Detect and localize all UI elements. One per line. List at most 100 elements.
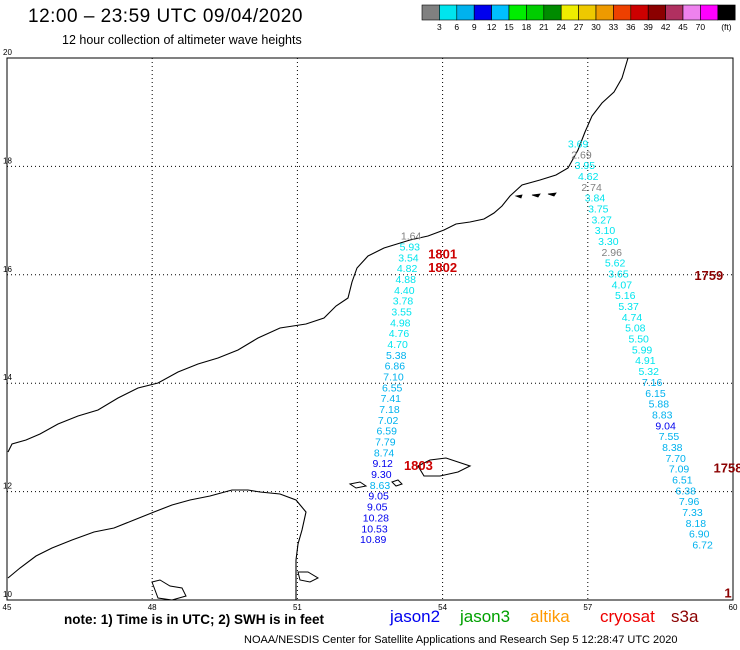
colorbar-label: 12 xyxy=(487,22,497,32)
swh-value: 6.55 xyxy=(382,382,403,394)
colorbar-label: 15 xyxy=(504,22,514,32)
colorbar-swatch xyxy=(578,4,597,21)
colorbar-swatch xyxy=(613,4,632,21)
swh-value: 4.76 xyxy=(389,328,410,340)
swh-value: 4.62 xyxy=(578,171,599,183)
x-tick-label: 45 xyxy=(3,603,12,612)
swh-value: 2.74 xyxy=(581,182,602,194)
swh-value: 9.12 xyxy=(372,458,393,470)
swh-value: 2.69 xyxy=(571,149,592,161)
swh-value: 3.30 xyxy=(598,236,619,248)
lat-lon-grid: 45 48 51 54 57 60 10 12 14 16 18 20 xyxy=(3,48,738,612)
swh-value: 3.75 xyxy=(588,203,609,215)
colorbar-label: 30 xyxy=(591,22,601,32)
swh-value: 3.54 xyxy=(398,252,419,264)
swh-value: 5.16 xyxy=(615,290,636,302)
colorbar-label: 36 xyxy=(626,22,636,32)
swh-value: 4.40 xyxy=(394,285,415,297)
swh-value: 9.30 xyxy=(371,469,392,481)
swh-value: 7.10 xyxy=(383,371,404,383)
swh-value: 10.89 xyxy=(360,534,386,546)
swh-value: 3.10 xyxy=(595,225,616,237)
y-tick-label: 14 xyxy=(3,373,12,382)
colorbar-swatch xyxy=(717,4,736,21)
swh-value: 3.95 xyxy=(575,160,596,172)
swh-value: 4.98 xyxy=(390,317,411,329)
swh-value: 5.99 xyxy=(632,344,653,356)
swh-value: 5.62 xyxy=(605,258,626,270)
x-tick-label: 57 xyxy=(583,603,592,612)
colorbar-label: 42 xyxy=(661,22,671,32)
colorbar-swatch xyxy=(473,4,492,21)
colorbar-unit: (ft) xyxy=(721,22,732,32)
y-tick-label: 20 xyxy=(3,48,12,57)
y-tick-label: 10 xyxy=(3,590,12,599)
x-tick-label: 60 xyxy=(729,603,738,612)
swh-value: 2.96 xyxy=(602,247,623,259)
x-tick-label: 48 xyxy=(148,603,157,612)
colorbar-swatch xyxy=(491,4,510,21)
swh-value: 9.04 xyxy=(655,420,676,432)
swh-value: 4.07 xyxy=(612,279,633,291)
colorbar-label: 21 xyxy=(539,22,549,32)
swh-value: 3.78 xyxy=(393,296,414,308)
colorbar-swatch xyxy=(560,4,579,21)
colorbar-swatch xyxy=(439,4,458,21)
swh-value: 5.88 xyxy=(649,399,670,411)
colorbar-legend: 3 6 9 12 15 18 21 24 27 30 33 36 39 42 45 70 (ft) xyxy=(421,4,736,32)
swh-value: 8.63 xyxy=(370,480,391,492)
swh-value: 6.15 xyxy=(645,388,666,400)
pass-label: 1802 xyxy=(428,260,457,275)
swh-value: 7.16 xyxy=(642,377,663,389)
swh-value: 3.65 xyxy=(608,269,629,281)
swh-value: 7.70 xyxy=(665,453,686,465)
colorbar-swatch xyxy=(647,4,666,21)
colorbar-label: 70 xyxy=(696,22,706,32)
colorbar-swatch xyxy=(682,4,701,21)
swh-value: 4.70 xyxy=(387,339,408,351)
x-tick-label: 54 xyxy=(438,603,447,612)
colorbar-swatch xyxy=(665,4,684,21)
swh-value: 7.55 xyxy=(659,431,680,443)
swh-value: 8.18 xyxy=(686,518,707,530)
swh-value: 8.38 xyxy=(662,442,683,454)
colorbar-label: 45 xyxy=(678,22,688,32)
y-tick-label: 16 xyxy=(3,265,12,274)
swh-value: 6.72 xyxy=(692,540,713,552)
y-tick-label: 12 xyxy=(3,482,12,491)
colorbar-label: 9 xyxy=(472,22,477,32)
swh-value: 7.33 xyxy=(682,507,703,519)
swh-value: 7.96 xyxy=(679,496,700,508)
pass-label: 1803 xyxy=(404,458,433,473)
pass-label: 1758 xyxy=(714,461,740,476)
swh-value: 8.83 xyxy=(652,409,673,421)
colorbar-swatch xyxy=(526,4,545,21)
chart-subtitle: 12 hour collection of altimeter wave hei… xyxy=(62,33,302,47)
pass-label: 1 xyxy=(724,585,731,600)
colorbar-swatch xyxy=(543,4,562,21)
swh-value: 5.93 xyxy=(400,241,421,253)
credit-line: NOAA/NESDIS Center for Satellite Applica… xyxy=(244,634,678,646)
chart-title: 12:00 – 23:59 UTC 09/04/2020 xyxy=(28,6,303,27)
pass-label: 1801 xyxy=(428,247,457,262)
swh-value: 10.53 xyxy=(361,523,387,535)
legend-cryosat: cryosat xyxy=(600,607,655,626)
x-tick-label: 51 xyxy=(293,603,302,612)
swh-value: 3.55 xyxy=(391,306,412,318)
legend-altika: altika xyxy=(530,607,570,626)
swh-value: 7.41 xyxy=(381,393,402,405)
legend-jason2: jason2 xyxy=(390,607,441,626)
colorbar-label: 33 xyxy=(609,22,619,32)
colorbar-label: 27 xyxy=(574,22,584,32)
legend-s3a: s3a xyxy=(671,607,699,626)
swh-value: 4.82 xyxy=(397,263,418,275)
swh-value: 6.51 xyxy=(672,474,693,486)
colorbar-label: 18 xyxy=(522,22,532,32)
swh-value: 6.90 xyxy=(689,529,710,541)
pass-label: 1759 xyxy=(694,268,723,283)
swh-value: 3.27 xyxy=(591,214,612,226)
swh-value: 5.37 xyxy=(618,301,639,313)
swh-value: 5.32 xyxy=(639,366,660,378)
colorbar-label: 6 xyxy=(454,22,459,32)
